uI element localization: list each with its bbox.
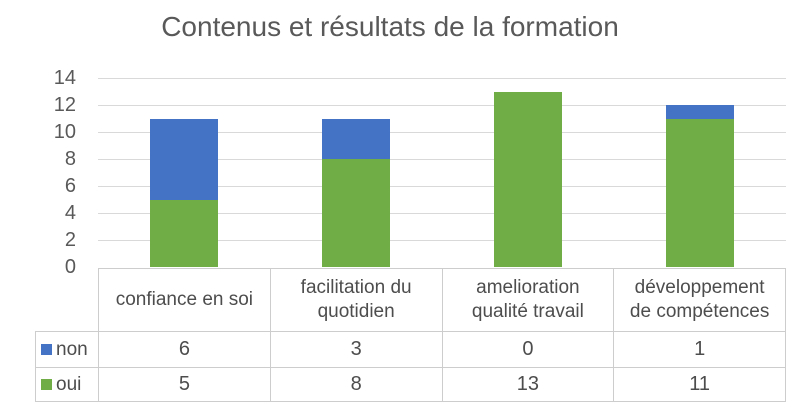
category-label-3: amelioration qualité travail	[441, 268, 615, 332]
gridline	[98, 213, 786, 214]
y-tick-label: 12	[53, 94, 76, 116]
y-tick-label: 2	[64, 229, 76, 251]
legend-item-oui: oui	[35, 367, 99, 402]
gridline	[98, 105, 786, 106]
y-tick-label: 4	[64, 202, 76, 224]
value-oui-1: 5	[98, 367, 271, 402]
table-header-row: confiance en soi facilitation du quotidi…	[36, 268, 786, 332]
legend-swatch-oui-icon	[41, 379, 52, 390]
bar-segment-non	[150, 118, 218, 200]
legend-item-non: non	[35, 331, 99, 368]
y-tick-label: 10	[53, 121, 76, 143]
legend-label-non: non	[56, 338, 88, 360]
bar-segment-oui	[494, 91, 562, 267]
value-non-3: 0	[441, 331, 615, 368]
y-tick-label: 6	[64, 175, 76, 197]
bar-segment-oui	[322, 159, 390, 267]
bar-segment-non	[666, 105, 734, 119]
y-tick-label: 14	[53, 67, 76, 89]
category-label-4: développement de compétences	[613, 268, 786, 332]
value-oui-3: 13	[441, 367, 615, 402]
chart-title: Contenus et résultats de la formation	[161, 11, 619, 42]
gridline	[98, 78, 786, 79]
value-oui-2: 8	[269, 367, 443, 402]
y-tick-label: 8	[64, 148, 76, 170]
y-axis-labels: 0 2 4 6 8 10 12 14	[0, 67, 77, 278]
category-label-2: facilitation du quotidien	[269, 268, 443, 332]
y-tick-label: 0	[64, 256, 76, 278]
legend-label-oui: oui	[56, 373, 82, 395]
legend-swatch-non-icon	[41, 344, 52, 355]
value-non-4: 1	[613, 331, 786, 368]
gridline	[98, 159, 786, 160]
value-non-1: 6	[98, 331, 271, 368]
plot-area	[98, 78, 786, 267]
gridline	[98, 132, 786, 133]
bar-segment-oui	[150, 199, 218, 267]
bar-segment-non	[322, 118, 390, 159]
data-table: confiance en soi facilitation du quotidi…	[35, 268, 786, 402]
value-oui-4: 11	[613, 367, 786, 402]
value-non-2: 3	[269, 331, 443, 368]
table-corner-cell	[36, 269, 99, 332]
table-row-oui: oui 5 8 13 11	[35, 367, 786, 402]
table-row-non: non 6 3 0 1	[35, 331, 786, 368]
gridline	[98, 186, 786, 187]
gridline	[98, 240, 786, 241]
bar-segment-oui	[666, 118, 734, 267]
category-label-1: confiance en soi	[98, 268, 271, 332]
